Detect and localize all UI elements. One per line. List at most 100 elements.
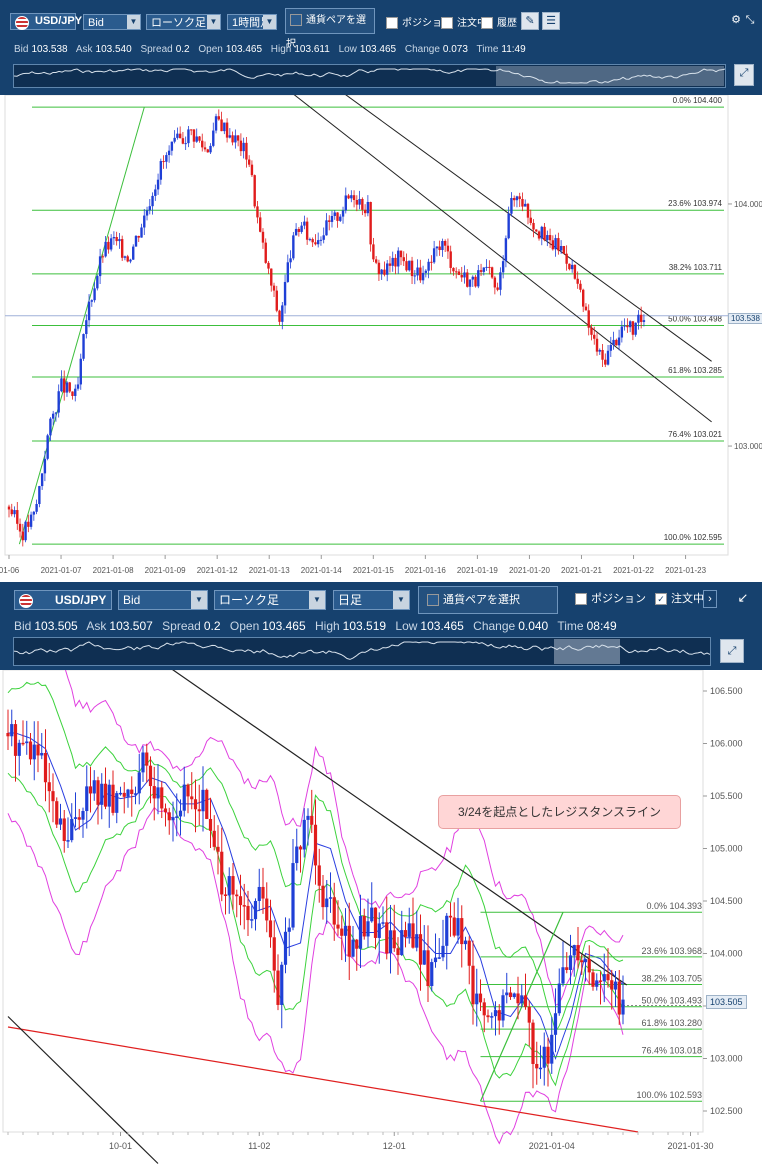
bottom-pair-selector[interactable]: USD/JPY: [14, 590, 112, 610]
collapse-icon[interactable]: ⤡: [741, 12, 759, 30]
candle-body: [193, 799, 198, 810]
candle-body: [486, 1015, 490, 1018]
expand-icon[interactable]: ⤢: [720, 639, 744, 663]
candle-body: [21, 531, 25, 541]
expand-icon[interactable]: ⤢: [734, 64, 754, 86]
top-navigator-scrollbar[interactable]: [13, 64, 726, 88]
candle-body: [562, 246, 566, 254]
collapse-icon[interactable]: ↙: [733, 590, 753, 610]
chevron-right-icon[interactable]: ›: [703, 590, 717, 608]
top-timeframe-select[interactable]: 1時間足 ▼: [227, 14, 277, 30]
candle-body: [501, 995, 505, 1021]
fib-level-label: 0.0% 104.400: [673, 96, 723, 105]
top-toolbar: USD/JPY Bid ▼ ローソク足 ▼ 1時間足 ▼ 通貨ペアを選択 ポジシ…: [0, 0, 762, 95]
candle-body: [55, 801, 59, 825]
candle-body: [186, 784, 190, 797]
candle-body: [516, 993, 520, 1004]
bollinger-lower-2sd: [7, 806, 624, 1145]
candle-body: [482, 1002, 486, 1016]
candle-body: [256, 206, 259, 218]
y-tick-label: 104.500: [710, 896, 743, 906]
candle-body: [29, 514, 33, 527]
candle-body: [546, 235, 549, 241]
candle-body: [626, 325, 629, 328]
top-pair-selector[interactable]: USD/JPY: [10, 13, 82, 30]
candle-body: [523, 995, 528, 1007]
check-icon: ✓: [655, 593, 667, 606]
candle-body: [411, 923, 415, 948]
candle-body: [321, 885, 325, 908]
bottom-navigator-scrollbar[interactable]: [13, 637, 711, 666]
trendline: [232, 46, 712, 423]
candle-body: [347, 195, 350, 199]
bottom-orders-toggle[interactable]: ✓ 注文中: [655, 590, 703, 606]
candle-body: [118, 239, 121, 242]
candle-body: [538, 1067, 543, 1070]
top-select-pair-button[interactable]: 通貨ペアを選択: [285, 8, 375, 50]
candle-body: [507, 213, 510, 239]
candle-body: [595, 980, 599, 987]
candle-body: [51, 791, 55, 802]
spread-value: 0.2: [203, 619, 221, 633]
candle-body: [316, 240, 320, 245]
top-chart: 0.0% 104.400 23.6% 103.974 38.2% 103.711 50…: [0, 46, 762, 582]
candle-body: [313, 824, 318, 866]
candle-body: [499, 272, 502, 290]
candle-body: [475, 993, 479, 1005]
candle-body: [195, 136, 198, 142]
candle-body: [209, 145, 212, 153]
top-position-toggle[interactable]: ポジション: [386, 14, 452, 30]
candle-body: [176, 133, 179, 138]
bottom-price-type-value: Bid: [123, 593, 141, 607]
bottom-chart-type-select[interactable]: ローソク足 ▼: [214, 590, 326, 610]
candle-body: [276, 970, 280, 1005]
candle-body: [171, 817, 175, 821]
candle-body: [612, 339, 615, 345]
candle-body: [122, 792, 126, 797]
candle-body: [593, 334, 596, 339]
gear-icon[interactable]: ⚙: [727, 12, 745, 30]
candle-body: [333, 212, 336, 216]
edit-icon[interactable]: ✎: [521, 12, 539, 30]
candle-body: [471, 965, 475, 1005]
chevron-down-icon: ▼: [207, 15, 220, 29]
high-label: High: [314, 619, 340, 633]
candle-body: [639, 314, 643, 322]
y-tick-label: 102.500: [710, 1106, 743, 1116]
candle-body: [167, 812, 171, 821]
top-chart-type-select[interactable]: ローソク足 ▼: [146, 14, 221, 30]
candle-body: [143, 215, 146, 228]
candle-body: [568, 263, 571, 270]
candle-body: [410, 260, 414, 277]
top-price-type-select[interactable]: Bid ▼: [83, 14, 141, 30]
top-orders-toggle[interactable]: 注文中: [441, 14, 487, 30]
candle-body: [602, 974, 606, 982]
candle-body: [415, 934, 419, 948]
candle-body: [25, 741, 29, 744]
list-icon[interactable]: ☰: [542, 12, 560, 30]
bottom-price-type-select[interactable]: Bid ▼: [118, 590, 208, 610]
high-value: 103.611: [294, 44, 330, 55]
candle-body: [253, 175, 256, 207]
candle-body: [615, 339, 618, 346]
candle-body: [493, 1010, 498, 1017]
checkbox-icon: [575, 593, 587, 606]
bottom-position-toggle[interactable]: ポジション: [575, 590, 646, 606]
candle-body: [40, 473, 44, 487]
candle-body: [281, 305, 284, 322]
bottom-select-pair-button[interactable]: 通貨ペアを選択: [418, 586, 558, 614]
candle-body: [391, 257, 394, 266]
candle-body: [366, 201, 370, 214]
candle-body: [529, 217, 532, 223]
candle-body: [115, 793, 119, 813]
candle-body: [604, 359, 607, 365]
top-price-type-value: Bid: [88, 17, 104, 29]
candle-body: [510, 197, 513, 214]
candle-body: [336, 924, 340, 929]
bottom-timeframe-select[interactable]: 日足 ▼: [333, 590, 410, 610]
candle-body: [206, 149, 209, 153]
x-tick-label: 2021-01-14: [301, 566, 342, 575]
checkbox-icon: [481, 17, 493, 30]
top-history-toggle[interactable]: 履歴: [481, 14, 517, 30]
candle-body: [280, 964, 284, 1005]
